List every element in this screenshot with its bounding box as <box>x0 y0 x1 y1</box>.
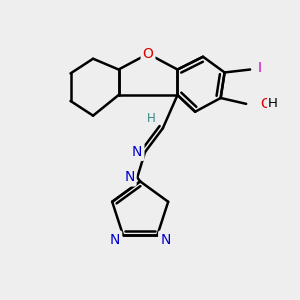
Text: N: N <box>110 232 120 247</box>
Text: O: O <box>142 47 154 61</box>
Text: H: H <box>147 112 155 125</box>
Text: N: N <box>124 170 135 184</box>
Text: O: O <box>260 97 271 111</box>
Text: I: I <box>258 61 262 75</box>
Text: H: H <box>268 98 278 110</box>
Text: N: N <box>160 232 170 247</box>
Text: N: N <box>132 145 142 159</box>
